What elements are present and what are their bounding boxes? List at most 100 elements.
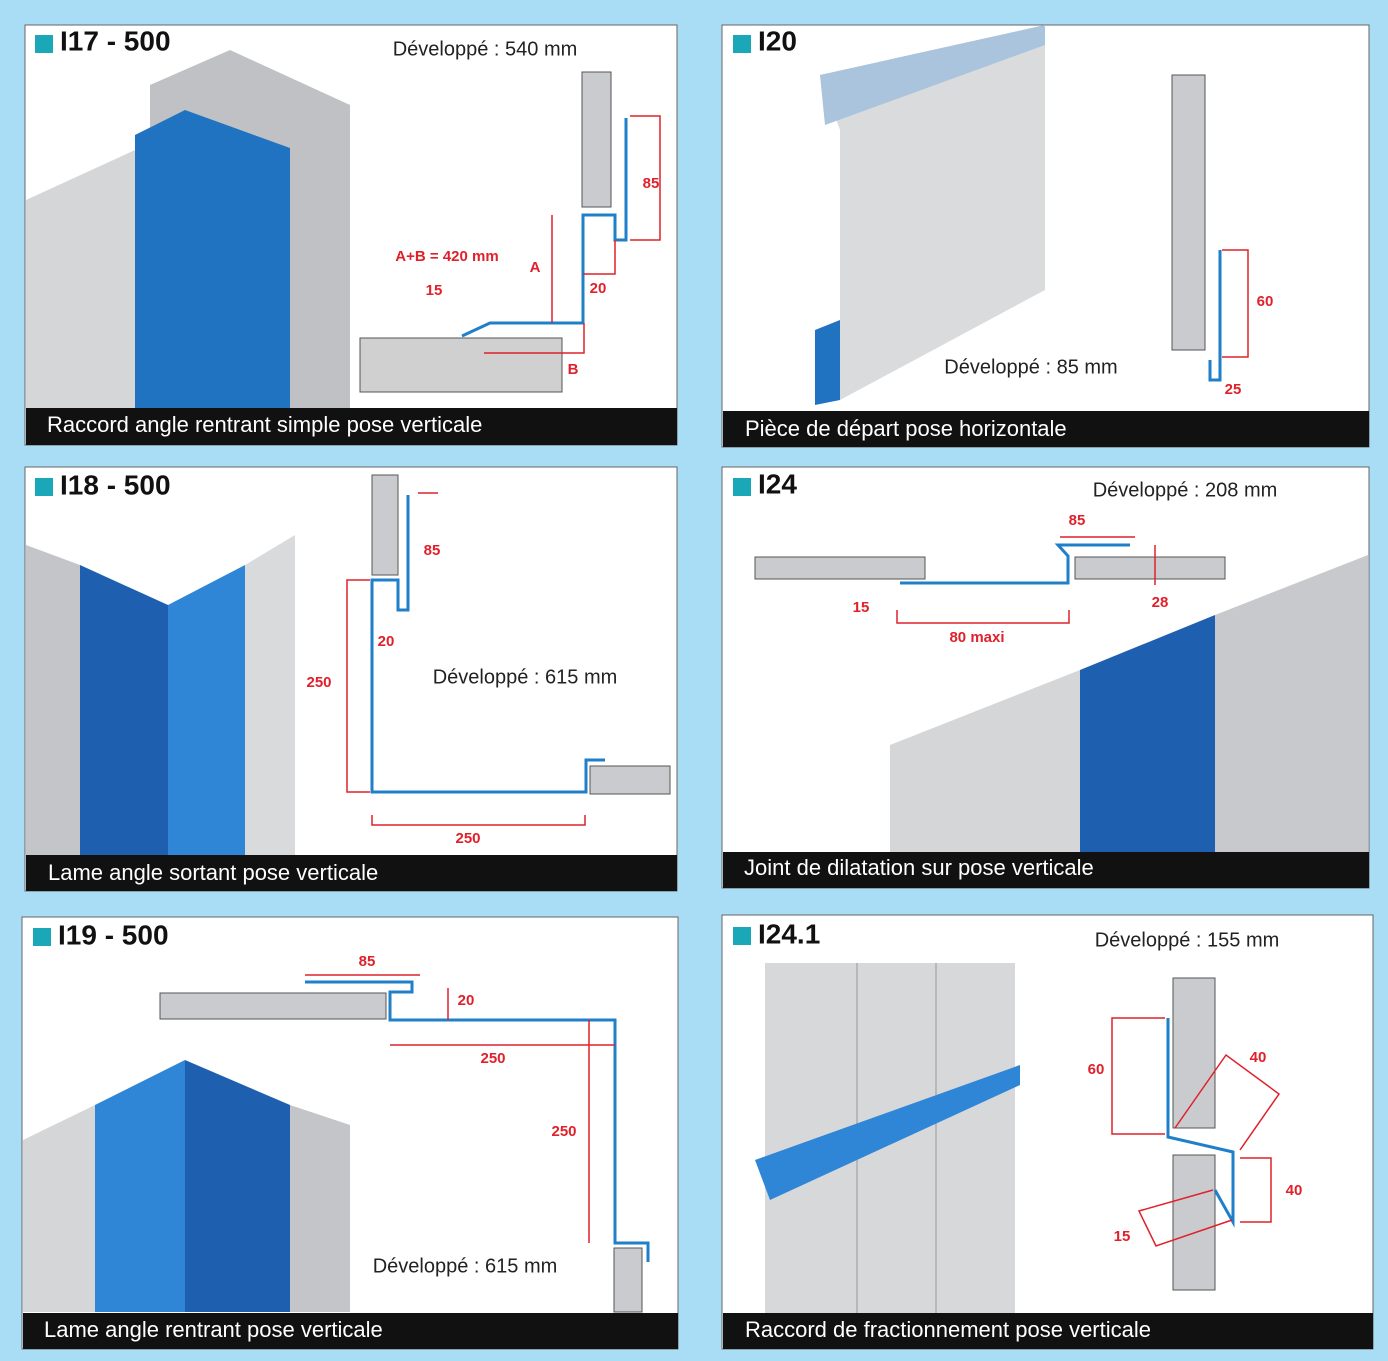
profile-section <box>900 543 1130 585</box>
blue-profile <box>185 1060 290 1312</box>
panel-section <box>754 556 926 580</box>
developed-length: Développé : 155 mm <box>1095 929 1280 951</box>
dimension-label: 60 <box>1257 293 1274 310</box>
code-marker <box>733 478 751 496</box>
blue-profile <box>1080 615 1215 852</box>
drawings <box>21 24 1374 1350</box>
panel-section <box>1171 74 1206 351</box>
panel-caption: Joint de dilatation sur pose verticale <box>744 855 1094 880</box>
dimension-label: 20 <box>590 280 607 297</box>
caption-bar <box>26 855 677 891</box>
dim-line <box>484 323 585 354</box>
panel-section <box>371 474 399 576</box>
dimension-label: 28 <box>1152 594 1169 611</box>
dimension-label: 250 <box>480 1050 505 1067</box>
dimension-label: 250 <box>455 830 480 847</box>
code-marker <box>33 928 51 946</box>
panel-section <box>159 992 387 1020</box>
profile-section <box>370 495 605 794</box>
caption-bar <box>723 852 1369 888</box>
panel-code: I24 <box>758 468 797 499</box>
code-marker <box>35 478 53 496</box>
panel-code: I24.1 <box>758 918 820 949</box>
wall <box>245 535 295 855</box>
panel-section <box>589 765 671 795</box>
dimension-label: 15 <box>426 282 443 299</box>
dimension-label: B <box>568 361 579 378</box>
panel-code: I17 - 500 <box>60 25 171 56</box>
dim-line <box>583 240 616 275</box>
wall <box>26 545 80 855</box>
dimension-label: 85 <box>424 542 441 559</box>
dimension-label: 250 <box>306 674 331 691</box>
code-marker <box>35 35 53 53</box>
dim-line <box>1240 1157 1272 1223</box>
blue-profile <box>755 1065 1020 1200</box>
panel-section <box>1172 977 1216 1129</box>
panel-section <box>613 1247 643 1313</box>
panel-code: I18 - 500 <box>60 469 171 500</box>
dim-line <box>1222 249 1249 358</box>
blue-profile <box>135 110 290 408</box>
profile-section <box>305 980 650 1262</box>
profile-section <box>1208 250 1222 382</box>
developed-length: Développé : 615 mm <box>373 1255 558 1277</box>
dim-line <box>896 610 1070 624</box>
code-marker <box>733 927 751 945</box>
dimension-label: 25 <box>1225 381 1242 398</box>
blue-profile <box>815 320 840 405</box>
wall <box>1215 555 1368 852</box>
panel-caption: Lame angle rentrant pose verticale <box>44 1317 383 1342</box>
developed-length: Développé : 85 mm <box>944 356 1117 378</box>
panel-section <box>1074 556 1226 580</box>
panel <box>820 25 1045 400</box>
dimension-label: 85 <box>359 953 376 970</box>
dimension-label: A <box>530 259 541 276</box>
dimension-label: 20 <box>458 992 475 1009</box>
dim-line <box>371 815 586 826</box>
caption-bar <box>723 1313 1373 1349</box>
wall <box>290 1105 350 1312</box>
code-marker <box>733 35 751 53</box>
wall <box>890 670 1080 852</box>
dim-line <box>630 115 661 241</box>
developed-length: Développé : 615 mm <box>433 666 618 688</box>
dimension-label: 85 <box>643 175 660 192</box>
panel-section <box>581 71 612 208</box>
dimension-label: A+B = 420 mm <box>395 248 498 265</box>
developed-length: Développé : 540 mm <box>393 38 578 60</box>
dimension-label: 20 <box>378 633 395 650</box>
profile-section <box>461 118 628 338</box>
blue-profile <box>95 1060 185 1312</box>
wall <box>26 150 135 408</box>
panel-caption: Raccord de fractionnement pose verticale <box>745 1317 1151 1342</box>
blue-profile <box>168 565 245 855</box>
caption-bar <box>23 1313 678 1349</box>
panel-code: I19 - 500 <box>58 919 169 950</box>
dimension-label: 15 <box>1114 1228 1131 1245</box>
panel-caption: Pièce de départ pose horizontale <box>745 416 1067 441</box>
slab <box>359 337 563 393</box>
wall <box>23 1105 95 1312</box>
dim-line <box>346 579 370 793</box>
caption-bar <box>723 411 1369 447</box>
developed-length: Développé : 208 mm <box>1093 479 1278 501</box>
dim-line <box>1137 1189 1233 1247</box>
caption-bar <box>26 408 677 445</box>
dimension-label: 15 <box>853 599 870 616</box>
blue-profile <box>80 565 168 855</box>
dimension-label: 40 <box>1250 1049 1267 1066</box>
panel-caption: Lame angle sortant pose verticale <box>48 860 378 885</box>
dim-line <box>1174 1053 1281 1151</box>
dimension-label: 40 <box>1286 1182 1303 1199</box>
panel-edge <box>820 25 1045 125</box>
dimension-label: 60 <box>1088 1061 1105 1078</box>
dimension-label: 85 <box>1069 512 1086 529</box>
dimension-label: 250 <box>551 1123 576 1140</box>
dim-line <box>1111 1017 1165 1135</box>
profile-section <box>1166 1018 1235 1228</box>
panel-code: I20 <box>758 25 797 56</box>
panel-caption: Raccord angle rentrant simple pose verti… <box>47 412 482 437</box>
